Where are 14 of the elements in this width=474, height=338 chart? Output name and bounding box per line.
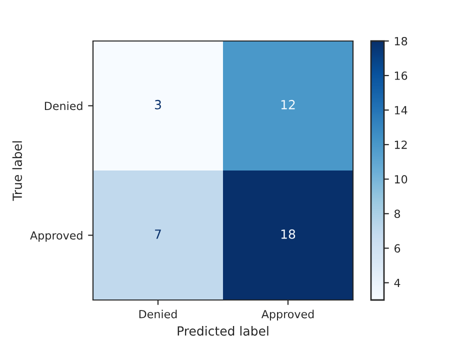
data-label: 7	[155, 230, 161, 239]
data-label: 12	[281, 100, 295, 110]
y-axis-title: True label	[12, 141, 22, 201]
x-axis-title: Predicted label	[178, 326, 268, 336]
color-bar-label: 4	[394, 278, 400, 287]
color-bar-label: 18	[394, 36, 408, 46]
color-bar-label: 8	[394, 210, 400, 218]
color-bar-label: 16	[394, 72, 408, 80]
color-bar-label: 12	[394, 140, 407, 149]
color-bar-label: 14	[394, 106, 408, 114]
data-label: 3	[154, 100, 161, 110]
color-bar-label: 6	[394, 244, 400, 253]
data-label: 18	[281, 229, 296, 239]
color-bar-label: 10	[394, 175, 408, 184]
